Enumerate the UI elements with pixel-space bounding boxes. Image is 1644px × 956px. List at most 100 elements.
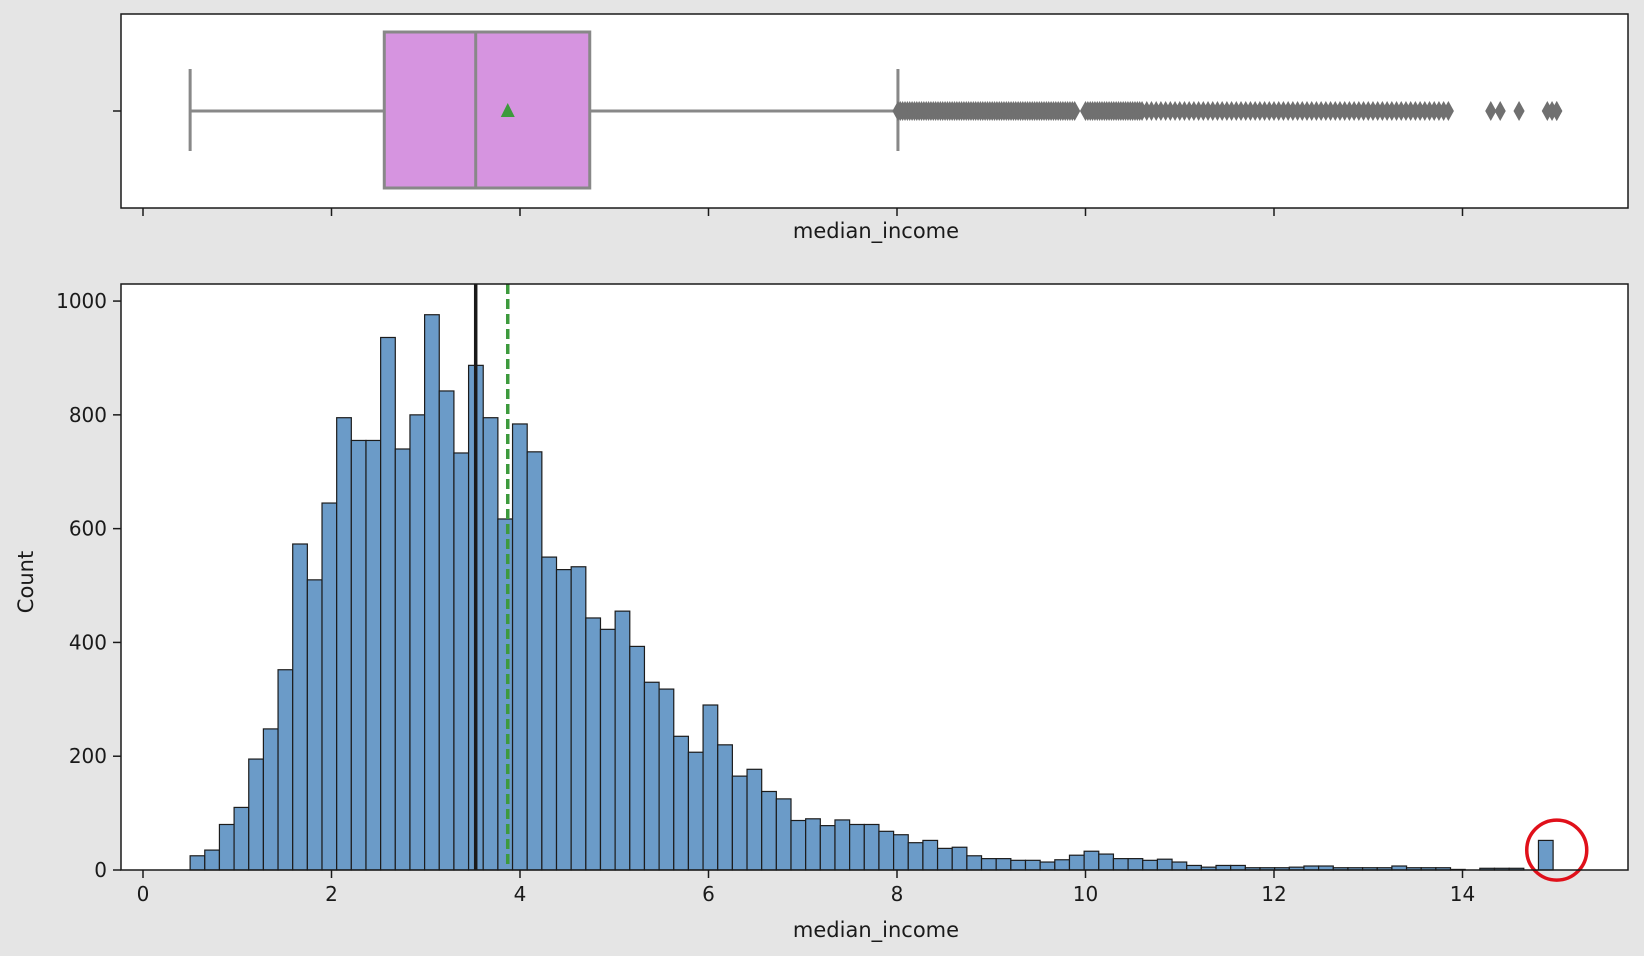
histogram-bar-14: [394, 448, 411, 871]
histogram-bar-15: [409, 414, 426, 871]
boxplot-box: [382, 30, 592, 190]
histogram-bar-52: [951, 846, 968, 871]
histogram-bar-62: [1098, 853, 1115, 871]
histogram-bar-8: [306, 579, 323, 871]
histogram-y-tick-label-3: 600: [69, 517, 107, 541]
histogram-bar-13: [380, 336, 396, 871]
histogram-bar-51: [936, 847, 953, 871]
histogram-bar-10: [336, 417, 352, 871]
histogram-bar-25: [555, 569, 572, 871]
histogram-bar-28: [599, 628, 616, 871]
histogram-y-tick-label-5: 1000: [56, 289, 107, 313]
histogram-bar-65: [1142, 859, 1159, 871]
histogram-y-tick-label-0: 0: [94, 858, 107, 882]
histogram-bar-60: [1068, 854, 1085, 871]
histogram-bar-53: [966, 855, 983, 871]
boxplot-outlier-168: [1513, 100, 1525, 122]
histogram-bar-0: [189, 855, 206, 871]
histogram-bar-37: [731, 775, 748, 871]
histogram-bar-35: [702, 704, 719, 871]
histogram-annotation-circle: [1525, 818, 1589, 882]
histogram-x-tick-label-0: 0: [137, 882, 150, 906]
histogram-bar-31: [643, 681, 660, 871]
histogram-bar-4: [248, 758, 264, 871]
histogram-bar-39: [761, 790, 777, 871]
histogram-bar-58: [1039, 861, 1056, 871]
histogram-bar-40: [775, 798, 792, 871]
histogram-bar-49: [907, 842, 924, 871]
histogram-bar-11: [350, 439, 367, 871]
boxplot-mean-marker: [500, 103, 515, 117]
histogram-bar-67: [1171, 861, 1188, 871]
histogram-bar-22: [511, 423, 528, 871]
histogram-x-tick-label-4: 8: [891, 882, 904, 906]
histogram-bar-46: [863, 823, 880, 871]
histogram-x-axis-label: median_income: [793, 918, 959, 943]
histogram-panel: 0 2 4 6 8 10 12 14 0 200 400 600 800 1000 median_inc…: [14, 283, 1629, 943]
histogram-bar-5: [262, 728, 279, 871]
histogram-bar-38: [746, 768, 763, 871]
histogram-bar-23: [526, 451, 543, 871]
boxplot-outlier-165: [1442, 100, 1454, 122]
histogram-axes-frame: [120, 283, 1629, 871]
histogram-bar-18: [453, 452, 470, 871]
histogram-bar-3: [233, 806, 250, 871]
histogram-bar-26: [570, 566, 587, 871]
histogram-bar-24: [541, 556, 558, 871]
histogram-bar-48: [892, 834, 909, 871]
histogram-y-axis-label: Count: [14, 551, 38, 613]
boxplot-marks: [188, 30, 1563, 190]
histogram-bar-17: [438, 390, 455, 871]
histogram-x-tick-label-2: 4: [514, 882, 527, 906]
histogram-bar-92: [1537, 839, 1554, 871]
boxplot-outlier-172: [1551, 100, 1563, 122]
histogram-bar-30: [629, 645, 646, 871]
histogram-bar-56: [1010, 859, 1027, 871]
histogram-bar-45: [849, 823, 865, 871]
boxplot-x-axis-label: median_income: [793, 219, 959, 244]
histogram-bar-32: [658, 688, 675, 871]
histogram-bar-61: [1083, 850, 1100, 871]
boxplot-outlier-167: [1494, 100, 1506, 122]
histogram-y-tick-label-4: 800: [69, 403, 107, 427]
histogram-bar-41: [790, 819, 807, 871]
histogram-x-tick-label-3: 6: [702, 882, 715, 906]
histogram-bar-1: [204, 849, 221, 871]
histogram-x-ticks: 0 2 4 6 8 10 12 14: [137, 870, 1475, 906]
histogram-bar-50: [922, 839, 939, 871]
histogram-bar-47: [878, 830, 895, 871]
histogram-bar-27: [585, 617, 602, 871]
histogram-bar-44: [834, 819, 851, 871]
histogram-bar-63: [1112, 858, 1129, 871]
histogram-bar-66: [1156, 858, 1173, 871]
histogram-bar-9: [321, 502, 338, 871]
histogram-bars: [189, 314, 1554, 871]
histogram-bar-20: [482, 417, 499, 871]
histogram-reference-lines: [473, 284, 510, 870]
histogram-bar-59: [1054, 859, 1071, 871]
histogram-y-ticks: 0 200 400 600 800 1000: [56, 289, 121, 882]
histogram-bar-34: [687, 751, 704, 871]
histogram-bar-33: [673, 735, 690, 871]
boxplot-x-ticks: [113, 110, 1464, 216]
histogram-bar-43: [819, 825, 836, 871]
histogram-bar-12: [365, 439, 382, 871]
histogram-bar-54: [980, 858, 997, 871]
histogram-bar-55: [995, 858, 1012, 871]
histogram-x-tick-label-6: 12: [1261, 882, 1286, 906]
boxplot-panel: median_income: [113, 13, 1629, 244]
boxplot-outlier-75: [1069, 100, 1081, 122]
histogram-x-tick-label-1: 2: [325, 882, 338, 906]
histogram-bar-29: [614, 610, 631, 871]
histogram-bar-64: [1127, 858, 1144, 871]
histogram-y-tick-label-2: 400: [69, 630, 107, 654]
histogram-bar-36: [717, 744, 733, 871]
histogram-bar-57: [1024, 859, 1041, 871]
histogram-annotation: [1525, 818, 1589, 882]
histogram-x-tick-label-5: 10: [1073, 882, 1098, 906]
histogram-bar-6: [277, 669, 294, 871]
histogram-bar-42: [805, 818, 821, 871]
boxplot-outlier-166: [1485, 100, 1497, 122]
histogram-bar-7: [292, 543, 308, 871]
